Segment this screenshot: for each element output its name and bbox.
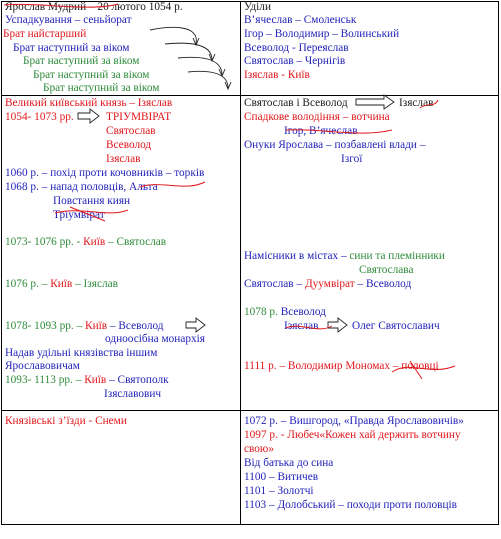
appanage-smolensk: В’ячеслав – Смоленськ: [244, 14, 357, 26]
reign-1076-kyiv: Київ: [50, 278, 73, 290]
row-divider-2: [1, 410, 499, 411]
iziaslav-1078: Ізяслав: [284, 320, 319, 332]
triumvir-iziaslav: Ізяслав: [106, 153, 141, 165]
monarchy-arrow: [185, 317, 206, 333]
triumvirate-years: 1054- 1073 рр.: [5, 111, 74, 123]
row-divider-1: [1, 95, 499, 96]
appanage-chernihiv: Святослав – Чернігів: [244, 55, 346, 67]
kyiv-uprising: Повстання киян: [53, 195, 131, 207]
reign-1076: 1076 р. – Київ – Ізяслав: [5, 278, 118, 291]
izhoi-label: Ізгої: [341, 153, 363, 165]
year-1078-vsevolod: 1078 р. Всеволод: [244, 306, 326, 319]
liubech-1097-cont: свою»: [244, 443, 275, 455]
arrow-head-1: [192, 37, 200, 47]
father-to-son: Від батька до сина: [244, 457, 334, 469]
duumvir-vsevolod: – Всеволод: [354, 278, 412, 290]
curved-arrow-1: [149, 26, 197, 45]
inheritance-line: Успадкування – сеньйорат: [5, 14, 132, 26]
reign-1093-prince: – Святополк: [106, 374, 169, 386]
triumvirate-arrow: [77, 108, 100, 124]
sons-nephews: сини та племінники: [349, 250, 445, 262]
grand-prince-line: Великий київський князь – Ізяслав: [5, 97, 173, 109]
oleh-arrow: [327, 317, 348, 333]
strike-monomakh: [391, 365, 456, 373]
curved-arrow-2: [164, 42, 213, 61]
sviatopolk-patronymic: Ізяславович: [104, 388, 162, 400]
duumvir-sviatoslav: Святослав –: [244, 278, 305, 290]
of-sviatoslav: Святослава: [359, 264, 414, 276]
reign-1076-years: 1076 р. –: [5, 278, 51, 290]
reign-1078-kyiv: Київ: [85, 320, 108, 332]
brother-next-1: Брат наступний за віком: [13, 42, 130, 54]
strike-iziaslav-1078: [285, 325, 333, 330]
appanage-kyiv: Ізяслав - Київ: [244, 69, 310, 81]
sole-monarchy: одноосібна монархія: [105, 333, 205, 345]
reign-1078-years: 1078- 1093 рр. –: [5, 320, 86, 332]
strike-yaroslav: [3, 3, 119, 8]
reign-1093-kyiv: Київ: [84, 374, 107, 386]
reign-1073: 1073- 1076 рр. - Київ – Святослав: [5, 236, 166, 249]
appanages-granted: Надав удільні князівства іншим: [5, 347, 158, 359]
strike-iziaslav-top: [419, 99, 439, 109]
brother-next-3: Брат наступний за віком: [33, 69, 150, 81]
reign-1076-prince: – Ізяслав: [72, 278, 118, 290]
reign-1073-years: 1073- 1076 рр. -: [5, 236, 84, 248]
triumvir-sviatoslav: Святослав: [106, 125, 156, 137]
strike-alta: [139, 181, 206, 188]
cuman-attack-1068: 1068 р. – напад половців, Альта: [5, 181, 158, 193]
reign-1073-prince: – Святослав: [105, 236, 167, 248]
vyshhorod-1072: 1072 р. – Вишгород, «Правда Ярославовичі…: [244, 415, 464, 427]
reign-1093-years: 1093- 1113 рр. –: [5, 374, 85, 386]
congresses-label: Князівські з’їзди - Снеми: [5, 415, 127, 427]
column-divider: [240, 1, 241, 525]
triumvir-vsevolod: Всеволод: [106, 139, 152, 151]
vytychiv-1100: 1100 – Витичев: [244, 471, 319, 483]
strike-monomakh-2: [409, 360, 423, 380]
succession-arrows: [149, 26, 232, 91]
curved-arrow-4: [187, 70, 229, 89]
grandsons-line: Онуки Ярослава – позбавлені влади –: [244, 139, 426, 151]
zolotchi-1101: 1101 – Золотчі: [244, 485, 314, 497]
vsevolod-1078: Всеволод: [280, 306, 326, 318]
reign-1078-prince: – Всеволод: [107, 320, 164, 332]
strike-triumvirate-2: [69, 206, 106, 222]
duumvirate-label: Дуумвірат: [304, 278, 355, 290]
appanages-heading: Уділи: [244, 1, 271, 13]
arrow-head-4: [224, 81, 232, 91]
sv-vs-arrow: [355, 94, 395, 110]
monomakh-line: 1111 р. – Володимир Мономах – половці: [244, 360, 439, 372]
appanages-granted-cont: Ярославовичам: [5, 360, 80, 372]
appanage-pereiaslav: Всеволод - Переяслав: [244, 42, 349, 54]
sv-vs-heading: Святослав і Всеволод: [244, 97, 348, 109]
reign-1078: 1078- 1093 рр. – Київ – Всеволод: [5, 320, 164, 333]
reign-1073-kyiv: Київ: [83, 236, 106, 248]
governors-label: Намісники в містах –: [244, 250, 350, 262]
appanage-volyn: Ігор – Володимир – Волинський: [244, 28, 400, 40]
curved-arrow-3: [177, 56, 223, 76]
strike-ihor: [285, 129, 393, 134]
strike-triumvirate: [54, 209, 129, 214]
votchyna-line: Спадкове володіння – вотчина: [244, 111, 390, 123]
dolobsk-1103: 1103 – Долобський – походи проти половці…: [244, 499, 458, 511]
reign-1093: 1093- 1113 рр. – Київ – Святополк: [5, 374, 169, 387]
liubech-1097: 1097 р. - Любеч«Кожен хай держить вотчин…: [244, 429, 461, 441]
history-table: [1, 1, 499, 525]
brother-next-2: Брат наступний за віком: [23, 55, 140, 67]
duumvirate-line: Святослав – Дуумвірат – Всеволод: [244, 278, 411, 291]
campaign-1060: 1060 р. – похід проти кочовників – торкі…: [5, 167, 205, 179]
governors-line: Намісники в містах – сини та племінники: [244, 250, 445, 263]
brother-next-4: Брат наступний за віком: [43, 82, 160, 94]
eldest-brother: Брат найстарший: [3, 28, 87, 40]
oleh-sviatoslavych: Олег Святославич: [352, 320, 440, 332]
year-1078: 1078 р.: [244, 306, 281, 318]
triumvirate-label: ТРІУМВІРАТ: [106, 111, 172, 123]
